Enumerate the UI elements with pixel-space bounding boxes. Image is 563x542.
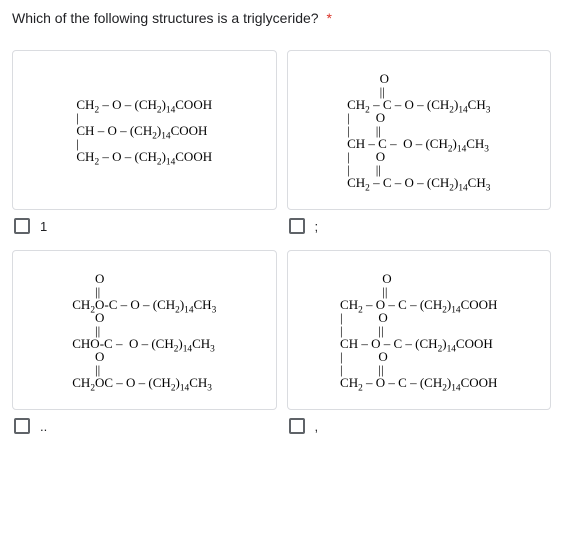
option-2: O || CH2 – C – O – (CH2)14CH3 | O | || C…	[287, 50, 552, 240]
option-label: ..	[40, 419, 47, 434]
option-3: O || CH2O-C – O – (CH2)14CH3 O || CHO-C …	[12, 250, 277, 440]
structure-box: O || CH2 – O – C – (CH2)14COOH | O | || …	[287, 250, 552, 410]
option-label: 1	[40, 219, 47, 234]
structure-box: CH2 – O – (CH2)14COOH | CH – O – (CH2)14…	[12, 50, 277, 210]
required-asterisk: *	[326, 10, 331, 26]
option-control[interactable]: ..	[12, 412, 277, 440]
question-label: Which of the following structures is a t…	[12, 10, 319, 26]
option-control[interactable]: ,	[287, 412, 552, 440]
structure-box: O || CH2O-C – O – (CH2)14CH3 O || CHO-C …	[12, 250, 277, 410]
chemical-structure: O || CH2O-C – O – (CH2)14CH3 O || CHO-C …	[72, 272, 216, 389]
chemical-structure: O || CH2 – C – O – (CH2)14CH3 | O | || C…	[347, 72, 490, 189]
checkbox-icon[interactable]	[289, 218, 305, 234]
chemical-structure: CH2 – O – (CH2)14COOH | CH – O – (CH2)14…	[76, 98, 212, 163]
option-4: O || CH2 – O – C – (CH2)14COOH | O | || …	[287, 250, 552, 440]
option-label: ,	[315, 419, 319, 434]
checkbox-icon[interactable]	[14, 418, 30, 434]
question-text: Which of the following structures is a t…	[12, 10, 551, 26]
checkbox-icon[interactable]	[289, 418, 305, 434]
options-grid: CH2 – O – (CH2)14COOH | CH – O – (CH2)14…	[12, 50, 551, 440]
option-label: ;	[315, 219, 319, 234]
checkbox-icon[interactable]	[14, 218, 30, 234]
structure-box: O || CH2 – C – O – (CH2)14CH3 | O | || C…	[287, 50, 552, 210]
option-control[interactable]: ;	[287, 212, 552, 240]
option-1: CH2 – O – (CH2)14COOH | CH – O – (CH2)14…	[12, 50, 277, 240]
option-control[interactable]: 1	[12, 212, 277, 240]
chemical-structure: O || CH2 – O – C – (CH2)14COOH | O | || …	[340, 272, 497, 389]
